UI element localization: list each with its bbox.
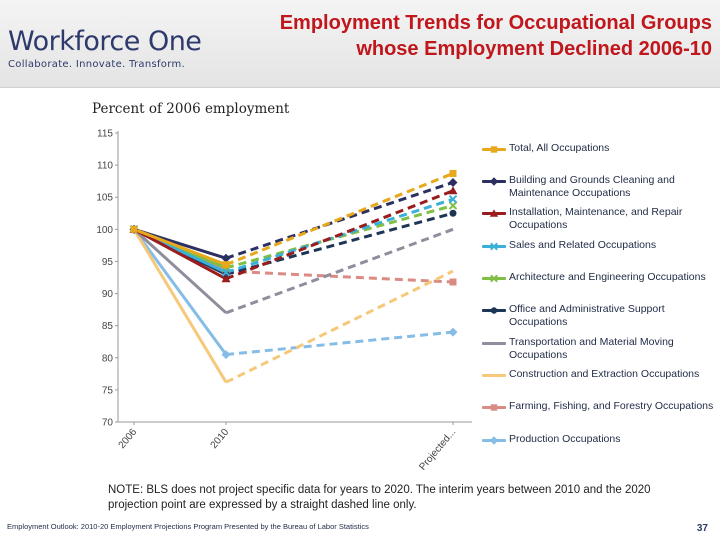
- y-tick-label: 75: [102, 385, 114, 396]
- footer-source: Employment Outlook: 2010-20 Employment P…: [7, 522, 369, 531]
- series-segment-projected: [225, 172, 454, 267]
- x-tick-label: 2006: [117, 427, 140, 451]
- series-segment-2006-2010: [133, 227, 227, 267]
- data-point-marker: [448, 201, 458, 210]
- footnote: NOTE: BLS does not project specific data…: [108, 484, 651, 511]
- data-point-marker: [449, 278, 457, 286]
- legend-marker-icon: [489, 177, 499, 186]
- legend-label: Building and Grounds Cleaning and Mainte…: [509, 174, 675, 199]
- data-point-marker: [221, 268, 231, 277]
- legend-marker-icon: [490, 307, 498, 314]
- data-point-marker: [222, 261, 230, 269]
- legend-item: Transportation and Material Moving Occup…: [480, 335, 716, 365]
- legend-item: Farming, Fishing, and Forestry Occupatio…: [480, 399, 716, 429]
- legend-label: Architecture and Engineering Occupations: [509, 271, 706, 283]
- legend-item: Building and Grounds Cleaning and Mainte…: [480, 173, 716, 203]
- data-point-marker: [448, 327, 458, 337]
- y-tick-label: 90: [102, 289, 114, 300]
- legend-item: Total, All Occupations: [480, 141, 716, 171]
- y-tick-label: 85: [102, 321, 114, 332]
- y-tick-label: 115: [97, 129, 113, 140]
- legend-label: Construction and Extraction Occupations: [509, 368, 700, 380]
- slide-title: Employment Trends for Occupational Group…: [172, 10, 712, 62]
- legend-marker-shape: [490, 307, 498, 314]
- legend-item: Office and Administrative Support Occupa…: [480, 302, 716, 332]
- legend-line-swatch: [482, 374, 506, 377]
- legend-item: Construction and Extraction Occupations: [480, 367, 716, 397]
- legend-label: Installation, Maintenance, and Repair Oc…: [509, 206, 683, 231]
- title-line-1: Employment Trends for Occupational Group…: [279, 12, 712, 34]
- legend-marker-icon: [489, 436, 499, 445]
- series-segment-2006-2010: [133, 228, 227, 281]
- data-point-marker: [130, 225, 138, 233]
- data-point-marker: [221, 274, 231, 283]
- legend-item: Installation, Maintenance, and Repair Oc…: [480, 205, 716, 235]
- series-segment-2006-2010: [132, 228, 228, 383]
- series-segment-projected: [225, 269, 454, 284]
- series-segment-2006-2010: [132, 228, 228, 314]
- legend-label: Farming, Fishing, and Forestry Occupatio…: [509, 400, 714, 412]
- legend-marker-shape: [489, 177, 499, 186]
- series-segment-projected: [225, 330, 454, 357]
- legend-marker-icon: [490, 146, 498, 153]
- legend-label: Sales and Related Occupations: [509, 239, 657, 251]
- logo-tagline: Collaborate. Innovate. Transform.: [8, 59, 185, 70]
- legend-marker-shape: [490, 146, 498, 153]
- legend-line-swatch: [482, 342, 506, 345]
- y-tick-label: 100: [96, 225, 113, 236]
- data-point-marker: [221, 253, 231, 263]
- series-segment-projected: [225, 211, 454, 276]
- y-tick-label: 70: [102, 418, 114, 429]
- legend-label: Production Occupations: [509, 433, 621, 445]
- legend-marker-icon: [490, 274, 498, 283]
- chart-series-markers: [129, 169, 458, 360]
- legend-item: Architecture and Engineering Occupations: [480, 270, 716, 300]
- logo-wordmark: Workforce One: [8, 26, 202, 57]
- legend-marker-icon: [489, 209, 499, 217]
- y-tick-label: 80: [102, 353, 114, 364]
- series-segment-projected: [225, 269, 454, 384]
- slide-header: Workforce One Collaborate. Innovate. Tra…: [0, 0, 720, 88]
- data-point-marker: [221, 350, 231, 360]
- legend-marker-shape: [490, 404, 498, 411]
- data-point-marker: [448, 177, 458, 187]
- series-segment-projected: [225, 189, 454, 281]
- y-tick-label: 110: [97, 161, 113, 172]
- legend-item: Production Occupations: [480, 432, 716, 462]
- legend-label: Office and Administrative Support Occupa…: [509, 303, 665, 328]
- legend-label: Transportation and Material Moving Occup…: [509, 336, 674, 361]
- x-tick-label: 2010: [209, 427, 232, 451]
- y-tick-label: 95: [102, 257, 114, 268]
- data-point-marker: [449, 169, 457, 177]
- x-tick-label: Projected...: [417, 427, 458, 473]
- logo-text: Workforce One: [8, 26, 202, 57]
- data-point-marker: [448, 186, 458, 195]
- y-axis-label: Percent of 2006 employment: [92, 101, 290, 117]
- data-point-marker: [448, 194, 458, 204]
- title-line-2: whose Employment Declined 2006-10: [356, 38, 712, 60]
- series-segment-projected: [225, 227, 454, 315]
- page-number: 37: [696, 523, 708, 534]
- legend-item: Sales and Related Occupations: [480, 238, 716, 268]
- legend-marker-icon: [490, 242, 498, 251]
- y-tick-label: 105: [96, 193, 113, 204]
- legend-label: Total, All Occupations: [509, 142, 610, 154]
- legend-marker-icon: [490, 404, 498, 411]
- chart-series-lines: [132, 172, 454, 384]
- workforce-one-logo: Workforce One Collaborate. Innovate. Tra…: [8, 26, 202, 70]
- legend-marker-shape: [490, 274, 498, 283]
- legend-marker-shape: [490, 242, 498, 251]
- legend-marker-shape: [489, 436, 499, 445]
- legend-marker-shape: [489, 209, 499, 217]
- chart-axes: 70 75 80 85 90 95 100 105 110 115 2006 2010 Projecte…: [96, 129, 472, 473]
- series-segment-2006-2010: [132, 228, 228, 356]
- data-point-marker: [449, 209, 457, 217]
